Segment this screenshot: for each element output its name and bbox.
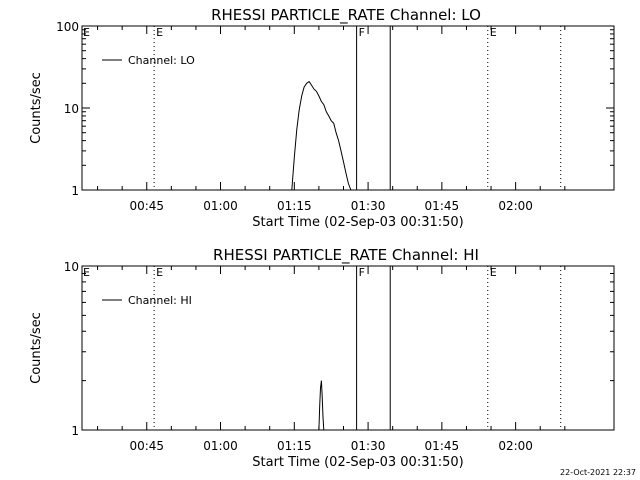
chart-panel-lo: RHESSI PARTICLE_RATE Channel: LO Counts/s…	[29, 6, 615, 230]
y-tick-label: 10	[64, 102, 79, 116]
footer-timestamp: 22-Oct-2021 22:37	[560, 468, 636, 477]
marker-label: E	[156, 266, 163, 279]
chart-title: RHESSI PARTICLE_RATE Channel: HI	[213, 246, 479, 265]
chart-title: RHESSI PARTICLE_RATE Channel: LO	[211, 6, 481, 25]
x-axis-label: Start Time (02-Sep-03 00:31:50)	[252, 455, 463, 470]
marker-label: F	[359, 26, 365, 39]
y-tick-label: 1	[71, 424, 79, 438]
x-axis-label: Start Time (02-Sep-03 00:31:50)	[252, 215, 463, 230]
x-tick-label: 01:15	[277, 439, 312, 453]
y-axis-label: Counts/sec	[29, 312, 44, 384]
x-tick-label: 02:00	[498, 439, 533, 453]
marker-label: F	[359, 266, 365, 279]
plot-frame	[81, 265, 615, 431]
x-tick-label: 01:30	[351, 199, 386, 213]
x-tick-label: 01:15	[277, 199, 312, 213]
x-tick-label: 01:00	[203, 439, 238, 453]
x-tick-label: 02:00	[498, 199, 533, 213]
x-tick-label: 00:45	[129, 439, 164, 453]
series-line	[318, 380, 325, 431]
plot-frame	[81, 25, 615, 191]
legend-label: Channel: LO	[128, 54, 195, 67]
chart-panel-hi: RHESSI PARTICLE_RATE Channel: HI Counts/s…	[29, 246, 615, 470]
y-tick-label: 1	[71, 184, 79, 198]
x-tick-label: 01:00	[203, 199, 238, 213]
marker-label: E	[490, 266, 497, 279]
marker-label: E	[156, 26, 163, 39]
y-tick-label: 100	[56, 20, 79, 34]
y-tick-label: 10	[64, 260, 79, 274]
x-tick-label: 00:45	[129, 199, 164, 213]
marker-label: E	[83, 26, 90, 39]
series-line	[291, 80, 352, 191]
x-tick-label: 01:45	[425, 199, 460, 213]
legend-label: Channel: HI	[128, 294, 192, 307]
marker-label: E	[83, 266, 90, 279]
marker-label: E	[490, 26, 497, 39]
x-tick-label: 01:45	[425, 439, 460, 453]
y-axis-label: Counts/sec	[29, 72, 44, 144]
x-tick-label: 01:30	[351, 439, 386, 453]
